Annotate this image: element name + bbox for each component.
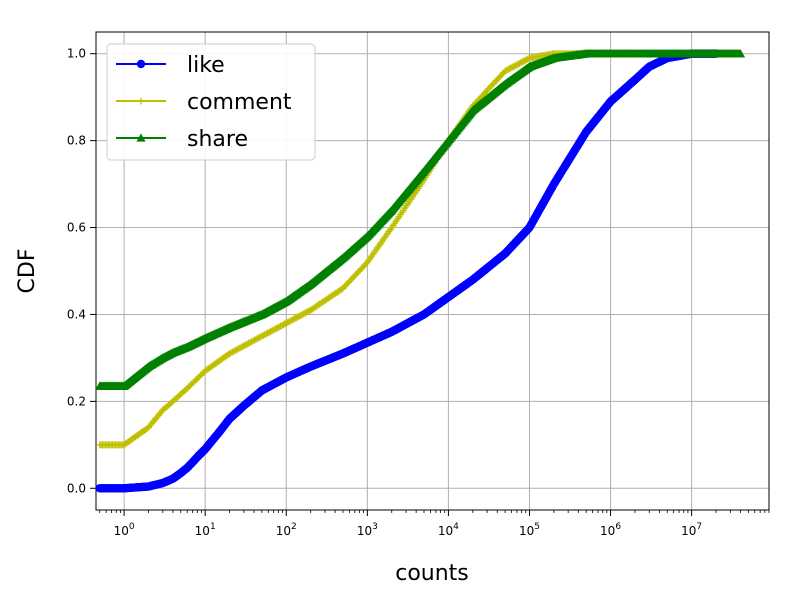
x-tick-label: 103 <box>357 522 378 538</box>
legend-item-share: share <box>116 127 248 152</box>
series-like <box>95 49 721 493</box>
y-tick-label: 0.6 <box>67 221 86 235</box>
x-tick-label: 106 <box>600 522 621 538</box>
y-tick-label: 0.0 <box>67 481 86 495</box>
x-tick-label: 105 <box>519 522 540 538</box>
marker-plus <box>237 343 245 351</box>
x-tick-label: 107 <box>681 522 702 538</box>
legend-item-like: like <box>116 53 225 78</box>
x-axis-label: counts <box>395 561 469 586</box>
plot-frame <box>95 31 770 511</box>
x-tick-label: 101 <box>195 522 216 538</box>
y-tick-label: 1.0 <box>67 47 86 61</box>
marker-plus <box>137 97 145 105</box>
y-tick-label: 0.8 <box>67 134 86 148</box>
series-share <box>95 49 746 390</box>
legend: like comment share <box>106 43 316 161</box>
y-tick-label: 0.4 <box>67 307 86 321</box>
ticks: 100 101 102 103 104 105 106 107 0.0 0.2 0.4 0.6 0.8 1… <box>67 47 770 538</box>
marker-plus <box>243 340 251 348</box>
legend-box <box>106 43 316 161</box>
marker-plus <box>362 260 370 268</box>
y-axis-label: CDF <box>15 249 40 294</box>
legend-item-comment: comment <box>116 90 292 115</box>
marker-circle <box>136 59 146 69</box>
x-tick-label: 104 <box>438 522 459 538</box>
marker-triangle <box>735 49 746 58</box>
marker-triangle <box>136 133 146 142</box>
legend-label: like <box>187 53 225 78</box>
marker-plus <box>249 337 257 345</box>
x-tick-label: 100 <box>114 522 135 538</box>
series-layer <box>95 49 746 493</box>
marker-plus <box>240 342 248 350</box>
y-tick-label: 0.2 <box>67 394 86 408</box>
legend-label: share <box>187 127 248 152</box>
x-tick-label: 102 <box>276 522 297 538</box>
marker-plus <box>246 339 254 347</box>
legend-label: comment <box>187 90 292 115</box>
